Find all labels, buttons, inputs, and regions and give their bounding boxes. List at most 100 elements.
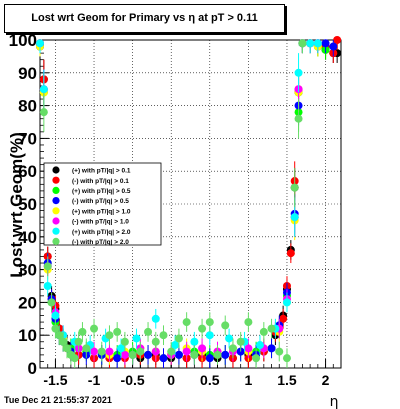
data-point [267, 344, 276, 353]
data-point [313, 39, 322, 48]
series-7 [39, 39, 307, 368]
data-point [128, 350, 137, 359]
x-tick-label: 0 [167, 372, 175, 388]
data-point [74, 337, 83, 346]
data-point [151, 337, 160, 346]
data-point [159, 354, 168, 363]
data-point [182, 318, 191, 327]
data-point [90, 347, 99, 356]
data-point [294, 68, 303, 77]
data-point [190, 350, 199, 359]
data-point [63, 344, 72, 353]
x-tick-label: 1 [244, 372, 252, 388]
data-point [236, 337, 245, 346]
legend-marker [52, 166, 60, 174]
data-point [244, 318, 253, 327]
legend-marker [52, 197, 60, 205]
legend-marker [52, 207, 60, 215]
legend-marker [52, 217, 60, 225]
x-tick-label: -1 [88, 372, 101, 388]
y-tick-label: 70 [18, 129, 37, 148]
y-tick-label: 80 [18, 97, 37, 116]
data-point [120, 350, 129, 359]
data-point [70, 354, 79, 363]
data-point [333, 36, 342, 44]
data-point [39, 108, 48, 117]
x-tick-label: -1.5 [43, 372, 67, 388]
legend-label: (+) with pT/|q| > 0.5 [72, 188, 131, 195]
data-point [144, 350, 153, 359]
legend-label: (-) with pT/|q| > 0.5 [72, 198, 129, 205]
y-tick-label: 90 [18, 64, 37, 83]
data-point [82, 344, 91, 353]
y-tick-label: 100 [9, 31, 37, 50]
data-point [255, 341, 264, 350]
data-point [205, 318, 214, 327]
data-point [182, 347, 191, 356]
legend-label: (+) with pT/|q| > 2.0 [72, 229, 131, 236]
data-point [198, 344, 207, 353]
data-point [294, 114, 303, 123]
data-point [244, 344, 253, 353]
legend-marker [52, 186, 60, 194]
data-point [113, 354, 122, 363]
data-point [205, 354, 214, 363]
data-point [282, 298, 291, 307]
data-point [132, 334, 141, 343]
data-point [167, 347, 176, 356]
data-point [43, 262, 52, 271]
legend-box [43, 162, 162, 246]
data-point [159, 331, 168, 340]
data-point [282, 354, 291, 363]
x-tick-label: 1.5 [277, 372, 297, 388]
y-tick-label: 60 [18, 162, 37, 181]
y-tick-label: 30 [18, 261, 37, 280]
data-point [205, 331, 214, 340]
legend-label: (-) with pT/|q| > 0.1 [72, 178, 129, 185]
data-point [39, 85, 48, 94]
data-point [151, 314, 160, 323]
data-point [47, 298, 56, 307]
y-tick-label: 20 [18, 293, 37, 312]
data-point [174, 334, 183, 343]
data-point [252, 354, 261, 363]
x-tick-label: 2 [322, 372, 330, 388]
data-point [221, 350, 230, 359]
data-point [51, 311, 60, 320]
data-point [267, 324, 276, 333]
y-tick-label: 10 [18, 326, 37, 345]
data-point [290, 213, 299, 222]
y-axis-label: Lost wrt Geom(%) [7, 132, 26, 277]
data-point [51, 324, 60, 333]
data-point [136, 347, 145, 356]
data-point [55, 331, 64, 340]
data-point [198, 324, 207, 333]
data-point [36, 39, 44, 48]
legend-marker [52, 237, 60, 245]
data-point [105, 331, 114, 340]
data-point [321, 39, 330, 48]
data-point [174, 350, 183, 359]
data-point [228, 344, 237, 353]
data-point [105, 347, 114, 356]
data-point [117, 344, 126, 353]
legend-label: (-) with pT/|q| > 2.0 [72, 239, 129, 246]
data-point [225, 334, 234, 343]
legend-marker [52, 176, 60, 184]
legend-label: (-) with pT/|q| > 1.0 [72, 219, 129, 226]
y-tick-label: 0 [28, 359, 37, 378]
legend-label: (+) with pT/|q| > 1.0 [72, 208, 131, 215]
data-points [36, 36, 342, 368]
chart-title: Lost wrt Geom for Primary vs η at pT > 0… [4, 4, 285, 33]
x-tick-label: 0.5 [200, 372, 220, 388]
data-point [213, 350, 222, 359]
x-axis-label: η [330, 394, 339, 409]
legend: (+) with pT/|q| > 0.1 (-) with pT/|q| > 0… [43, 162, 162, 246]
x-tick-label: -0.5 [121, 372, 145, 388]
data-point [59, 337, 68, 346]
data-point [43, 282, 52, 290]
data-point [329, 42, 338, 51]
data-point [171, 341, 180, 350]
data-point [286, 249, 295, 258]
